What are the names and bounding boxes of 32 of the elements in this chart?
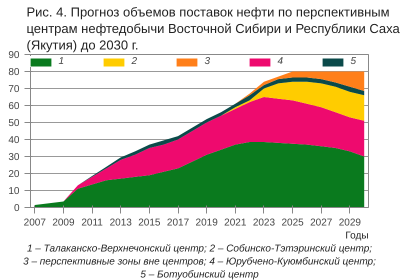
text: 5 – Ботуобинский центр <box>140 270 260 280</box>
x-tick-label: 2019 <box>196 218 218 228</box>
text: 3 – перспективные зоны вне центров; 4 – Юрубчено-Куюмбинский центр; <box>23 256 376 268</box>
x-tick-label: 2013 <box>110 218 132 228</box>
x-tick-label: 2017 <box>166 218 190 228</box>
y-tick-label: 20 <box>8 169 20 180</box>
y-tick-label: 30 <box>8 152 20 163</box>
y-tick-label: 10 <box>8 186 20 197</box>
y-tick-label: 50 <box>8 118 20 129</box>
legend-label: 3 <box>204 56 212 67</box>
legend-label: 2 <box>132 56 138 67</box>
x-tick-label: 2025 <box>281 218 304 228</box>
legend-label: 4 <box>278 56 284 67</box>
y-tick-label: 90 <box>8 50 20 61</box>
x-tick-label: 2021 <box>224 218 247 228</box>
legend-label: 5 <box>350 56 358 67</box>
x-axis-title: Годы <box>345 230 369 242</box>
text: 1 – Талаканско-Верхнечонский центр; 2 – Собинско-Тэтэринский центр; <box>26 244 372 254</box>
x-tick-label: 2009 <box>52 218 75 228</box>
y-tick-label: 0 <box>14 203 20 214</box>
y-tick-label: 80 <box>8 67 20 78</box>
x-tick-label: 2029 <box>338 218 362 228</box>
chart-title: Рис. 4. Прогноз объемов поставок нефти по перспективным центрам нефтедобычи Восточной Сибири и Республики Саха (Якутия) до 2030 г. <box>26 4 400 52</box>
x-tick-label: 2027 <box>310 218 333 228</box>
legend-label: 1 <box>58 56 66 67</box>
y-tick-label: 60 <box>8 101 20 112</box>
x-tick-label: 2011 <box>81 218 104 228</box>
x-tick-label: 2023 <box>252 218 276 228</box>
y-tick-label: 40 <box>8 135 20 146</box>
y-tick-label: 70 <box>8 84 20 95</box>
x-tick-label: 2007 <box>24 218 46 228</box>
x-tick-label: 2015 <box>138 218 161 228</box>
